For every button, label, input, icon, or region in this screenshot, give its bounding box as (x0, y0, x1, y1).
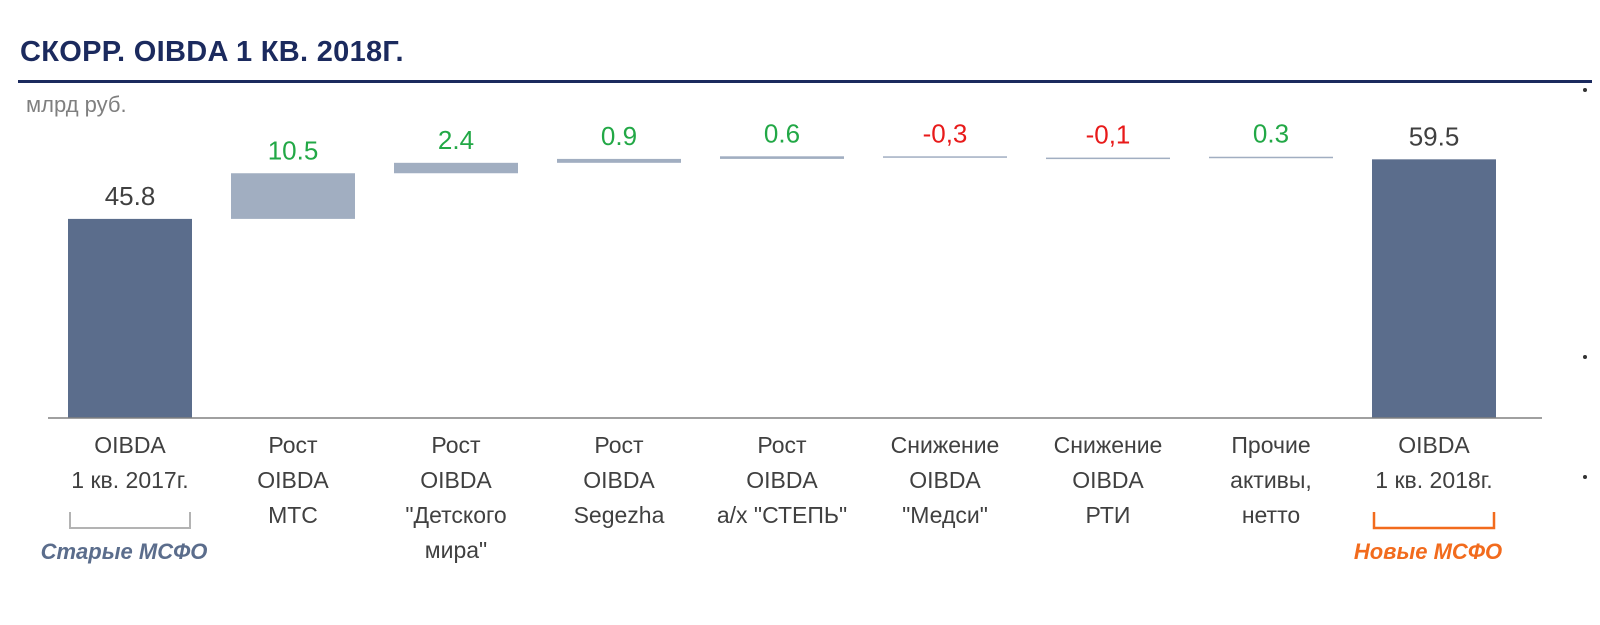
bar-0 (68, 218, 192, 418)
value-label-6: -0,1 (1086, 120, 1131, 150)
category-labels-layer: OIBDA 1 кв. 2017г. Рост OIBDA МТС Рост OIBDA "Д… (71, 432, 1492, 563)
bar-7 (1209, 156, 1333, 159)
value-label-5: -0,3 (923, 118, 968, 148)
bar-2 (394, 162, 518, 174)
bar-6 (1046, 157, 1170, 160)
category-label-3-line-1: OIBDA (583, 467, 655, 493)
bars-layer (68, 156, 1496, 418)
category-label-3-line-2: Segezha (574, 502, 665, 528)
value-label-8: 59.5 (1409, 121, 1460, 151)
value-labels-layer: 45.8 10.5 2.4 0.9 0.6 -0,3 -0,1 0.3 59.5 (105, 118, 1460, 211)
category-label-5-line-2: "Медси" (902, 502, 988, 528)
bar-8 (1372, 159, 1496, 418)
category-label-2-line-1: OIBDA (420, 467, 492, 493)
category-label-4-line-0: Рост (757, 432, 807, 458)
category-label-1-line-1: OIBDA (257, 467, 329, 493)
value-label-7: 0.3 (1253, 119, 1289, 149)
category-label-8-line-0: OIBDA (1398, 432, 1470, 458)
category-label-2-line-2: "Детского (405, 502, 506, 528)
category-label-2-line-0: Рост (431, 432, 481, 458)
category-label-8-line-1: 1 кв. 2018г. (1375, 467, 1492, 493)
category-label-5-line-1: OIBDA (909, 467, 981, 493)
category-label-4-line-2: а/х "СТЕПЬ" (717, 502, 847, 528)
category-label-2-line-3: мира" (425, 537, 487, 563)
value-label-1: 10.5 (268, 135, 319, 165)
category-label-0-line-0: OIBDA (94, 432, 166, 458)
edge-dot (1583, 475, 1587, 479)
category-label-1-line-2: МТС (268, 502, 318, 528)
chart-title: СКОРР. OIBDA 1 КВ. 2018Г. (20, 36, 404, 68)
category-label-7-line-2: нетто (1242, 502, 1300, 528)
category-label-1-line-0: Рост (268, 432, 318, 458)
ifrs-bracket-1 (1372, 512, 1496, 530)
value-label-2: 2.4 (438, 125, 474, 155)
value-label-4: 0.6 (764, 118, 800, 148)
ifrs-bracket-0 (69, 512, 191, 529)
bar-3 (557, 158, 681, 163)
category-label-7-line-1: активы, (1230, 467, 1312, 493)
category-label-0-line-1: 1 кв. 2017г. (71, 467, 188, 493)
category-label-5-line-0: Снижение (891, 432, 1000, 458)
category-label-7-line-0: Прочие (1231, 432, 1310, 458)
category-label-6-line-2: РТИ (1086, 502, 1131, 528)
edge-dot (1583, 355, 1587, 359)
title-underline (18, 80, 1592, 83)
category-label-6-line-1: OIBDA (1072, 467, 1144, 493)
bar-1 (231, 173, 355, 219)
ifrs-label-0: Старые МСФО (41, 539, 208, 564)
value-label-0: 45.8 (105, 181, 156, 211)
bar-5 (883, 156, 1007, 158)
category-label-6-line-0: Снижение (1054, 432, 1163, 458)
value-label-3: 0.9 (601, 121, 637, 151)
bar-4 (720, 156, 844, 159)
category-label-3-line-0: Рост (594, 432, 644, 458)
edge-dot (1583, 88, 1587, 92)
annotations-layer: Старые МСФО Новые МСФО (41, 512, 1502, 564)
unit-label: млрд руб. (26, 92, 127, 117)
ifrs-label-1: Новые МСФО (1354, 539, 1502, 564)
category-label-4-line-1: OIBDA (746, 467, 818, 493)
